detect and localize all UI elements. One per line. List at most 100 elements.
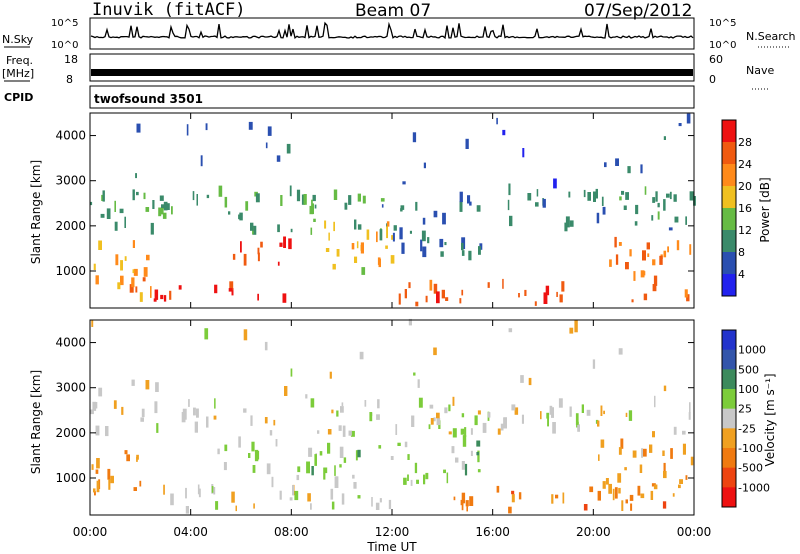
heatmap-cell bbox=[459, 191, 463, 203]
heatmap-cell bbox=[306, 461, 310, 474]
heatmap-cell bbox=[310, 398, 315, 408]
power-ylabel: Slant Range [km] bbox=[29, 160, 43, 264]
x-tick-label: 12:00 bbox=[375, 525, 410, 539]
heatmap-cell bbox=[224, 196, 228, 208]
nave-tick-bottom: 0 bbox=[709, 73, 716, 86]
x-axis-label: Time UT bbox=[366, 540, 417, 554]
heatmap-cell bbox=[98, 240, 102, 250]
heatmap-cell bbox=[303, 194, 307, 205]
heatmap-cell bbox=[323, 467, 326, 480]
heatmap-cell bbox=[685, 216, 687, 225]
heatmap-cell bbox=[96, 458, 100, 469]
heatmap-cell bbox=[542, 198, 546, 208]
freq-frame bbox=[89, 53, 695, 82]
heatmap-cell bbox=[390, 255, 395, 264]
heatmap-cell bbox=[289, 497, 293, 501]
heatmap-cell bbox=[169, 290, 172, 300]
heatmap-cell bbox=[586, 409, 591, 416]
heatmap-cell bbox=[205, 123, 208, 131]
heatmap-cell bbox=[400, 208, 403, 212]
heatmap-cell bbox=[265, 142, 268, 149]
heatmap-cell bbox=[253, 503, 255, 509]
heatmap-cell bbox=[640, 164, 643, 174]
heatmap-cell bbox=[250, 415, 253, 426]
heatmap-cell bbox=[476, 452, 480, 456]
heatmap-cell bbox=[670, 448, 673, 459]
heatmap-cell bbox=[685, 475, 688, 480]
heatmap-cell bbox=[91, 320, 94, 327]
heatmap-cell bbox=[131, 277, 135, 288]
heatmap-cell bbox=[633, 271, 636, 281]
heatmap-cell bbox=[440, 251, 444, 257]
heatmap-cell bbox=[546, 412, 550, 419]
heatmap-cell bbox=[461, 289, 464, 296]
heatmap-cell bbox=[627, 166, 631, 174]
heatmap-cell bbox=[140, 417, 144, 422]
date-title: 07/Sep/2012 bbox=[584, 1, 693, 21]
nsky-label: N.Sky bbox=[2, 33, 34, 46]
heatmap-cell bbox=[386, 226, 388, 239]
heatmap-cell bbox=[195, 423, 198, 427]
heatmap-cell bbox=[214, 398, 216, 409]
heatmap-cell bbox=[114, 200, 116, 212]
heatmap-cell bbox=[508, 506, 512, 514]
heatmap-cell bbox=[150, 222, 154, 235]
heatmap-cell bbox=[518, 492, 522, 500]
heatmap-cell bbox=[252, 465, 256, 473]
heatmap-cell bbox=[508, 183, 511, 196]
heatmap-cell bbox=[678, 123, 682, 127]
heatmap-cell bbox=[248, 453, 251, 458]
colorbar-swatch bbox=[722, 164, 736, 187]
heatmap-cell bbox=[352, 474, 355, 479]
heatmap-cell bbox=[376, 231, 378, 243]
power-colorbar-label: Power [dB] bbox=[758, 177, 772, 242]
heatmap-cell bbox=[196, 194, 198, 206]
heatmap-cell bbox=[288, 238, 292, 250]
heatmap-cell bbox=[609, 259, 612, 267]
heatmap-cell bbox=[511, 404, 516, 411]
heatmap-cell bbox=[635, 204, 639, 215]
heatmap-cell bbox=[93, 488, 96, 493]
heatmap-cell bbox=[92, 401, 97, 411]
colorbar-swatch bbox=[722, 389, 736, 410]
x-tick-label: 00:00 bbox=[73, 525, 108, 539]
heatmap-cell bbox=[643, 293, 648, 301]
heatmap-cell bbox=[508, 328, 513, 333]
nave-label: Nave bbox=[746, 64, 774, 77]
heatmap-cell bbox=[423, 474, 426, 485]
heatmap-cell bbox=[336, 410, 339, 417]
heatmap-cell bbox=[331, 501, 335, 510]
heatmap-cell bbox=[509, 215, 513, 227]
heatmap-cell bbox=[637, 485, 641, 496]
heatmap-cell bbox=[388, 499, 392, 510]
heatmap-cell bbox=[689, 244, 692, 255]
heatmap-cell bbox=[461, 492, 466, 504]
heatmap-cell bbox=[196, 408, 199, 418]
heatmap-cell bbox=[308, 447, 313, 457]
heatmap-cell bbox=[163, 201, 168, 211]
heatmap-cell bbox=[286, 143, 291, 154]
heatmap-cell bbox=[465, 138, 469, 149]
nsky-tick-bottom: 10^0 bbox=[51, 40, 78, 51]
heatmap-cell bbox=[188, 399, 190, 407]
nave-tick-top: 60 bbox=[709, 53, 723, 66]
nsky-series bbox=[90, 21, 694, 40]
heatmap-cell bbox=[577, 424, 580, 432]
heatmap-cell bbox=[115, 254, 119, 266]
colorbar-tick-label: -100 bbox=[738, 442, 763, 455]
colorbar-swatch bbox=[722, 369, 736, 390]
heatmap-cell bbox=[663, 250, 667, 258]
heatmap-cell bbox=[536, 189, 539, 197]
heatmap-cell bbox=[395, 424, 398, 435]
heatmap-cell bbox=[602, 206, 606, 215]
heatmap-cell bbox=[444, 242, 447, 246]
heatmap-cell bbox=[674, 216, 679, 223]
heatmap-cell bbox=[642, 250, 646, 261]
heatmap-cell bbox=[469, 496, 474, 506]
heatmap-cell bbox=[218, 185, 223, 197]
heatmap-cell bbox=[379, 498, 382, 503]
heatmap-cell bbox=[555, 494, 559, 499]
heatmap-cell bbox=[652, 259, 656, 266]
heatmap-cell bbox=[427, 237, 430, 244]
y-tick-label: 3000 bbox=[55, 174, 86, 188]
